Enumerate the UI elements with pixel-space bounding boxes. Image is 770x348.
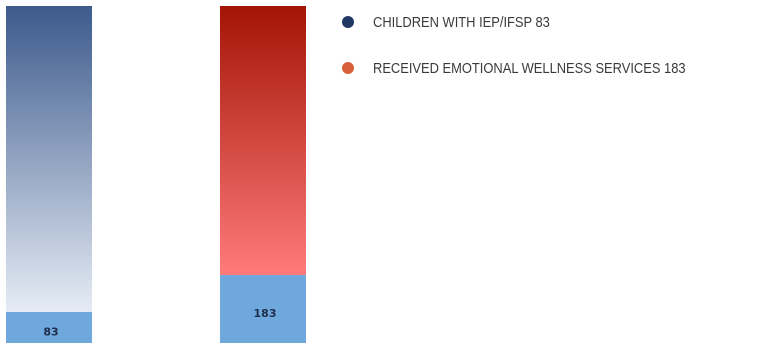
legend-dot-icon — [342, 16, 354, 28]
bar-value-band-children-iep — [6, 312, 92, 343]
legend-item-emotional-wellness: RECEIVED EMOTIONAL WELLNESS SERVICES 183 — [342, 56, 767, 80]
bar-value-label-children-iep: 83 — [43, 326, 58, 339]
bar-value-band-emotional-wellness — [220, 275, 306, 343]
legend-item-children-iep: CHILDREN WITH IEP/IFSP 83 — [342, 10, 767, 34]
legend-label: RECEIVED EMOTIONAL WELLNESS SERVICES 183 — [373, 59, 686, 77]
legend-dot-icon — [342, 62, 354, 74]
bar-emotional-wellness — [220, 6, 306, 275]
legend: CHILDREN WITH IEP/IFSP 83 RECEIVED EMOTI… — [342, 10, 767, 102]
legend-label: CHILDREN WITH IEP/IFSP 83 — [373, 13, 550, 31]
bar-value-label-emotional-wellness: 183 — [254, 307, 277, 320]
bar-children-iep — [6, 6, 92, 312]
